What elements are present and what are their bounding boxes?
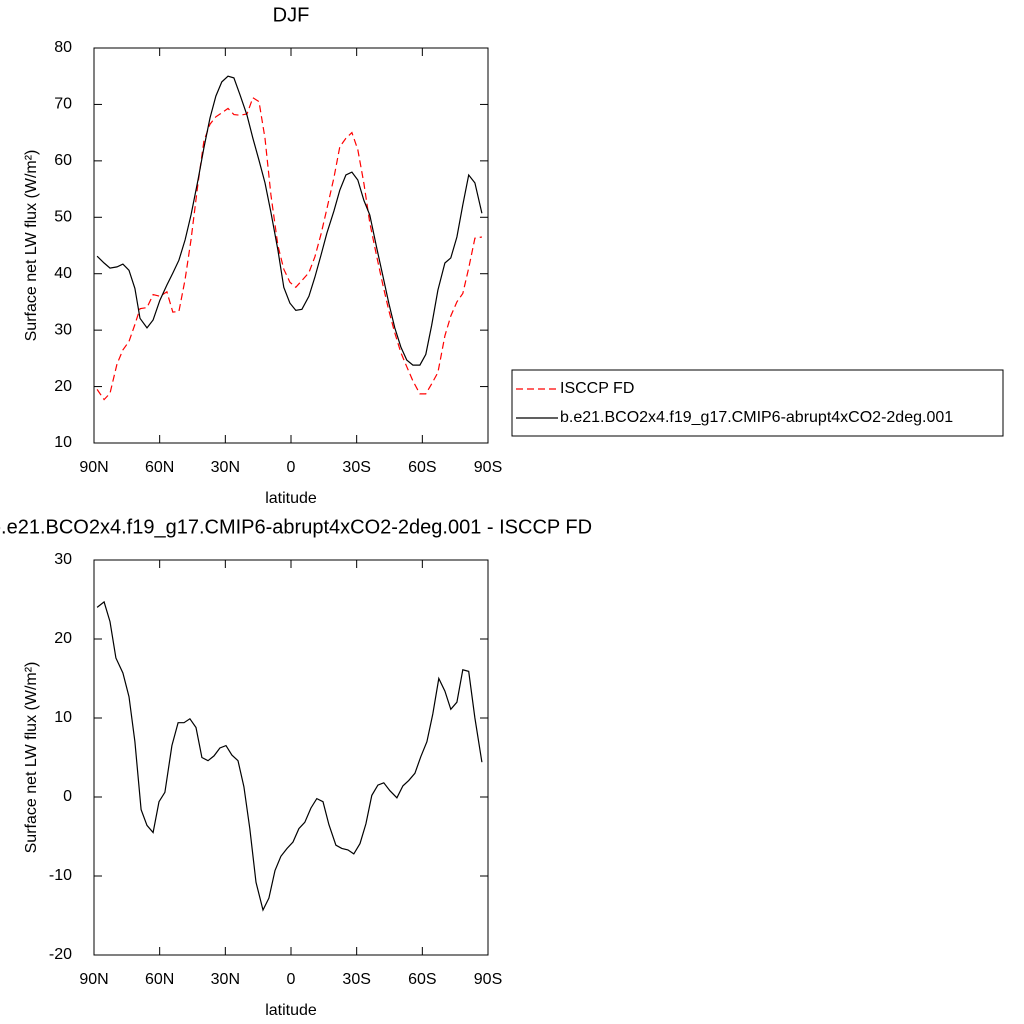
y-tick-label: 30 bbox=[54, 321, 72, 338]
y-tick-label: 10 bbox=[54, 434, 72, 451]
plot-frame bbox=[93, 47, 489, 444]
y-tick-label: 10 bbox=[54, 709, 72, 726]
x-tick-label: 90S bbox=[474, 459, 502, 476]
x-axis-label: latitude bbox=[265, 490, 317, 507]
x-axis-label: latitude bbox=[265, 1002, 317, 1019]
y-tick-label: 60 bbox=[54, 152, 72, 169]
data-line bbox=[96, 96, 483, 401]
y-tick-label: 40 bbox=[54, 265, 72, 282]
y-tick-label: -10 bbox=[49, 867, 72, 884]
plot-frame bbox=[93, 559, 489, 956]
x-tick-label: 90N bbox=[79, 971, 108, 988]
x-tick-label: 30S bbox=[342, 459, 370, 476]
x-tick-label: 0 bbox=[287, 459, 296, 476]
x-tick-label: 60N bbox=[145, 971, 174, 988]
legend-label: ISCCP FD bbox=[560, 380, 634, 397]
y-tick-label: 20 bbox=[54, 378, 72, 395]
y-tick-label: -20 bbox=[49, 946, 72, 963]
data-line bbox=[96, 75, 483, 366]
y-tick-label: 30 bbox=[54, 551, 72, 568]
legend-label: b.e21.BCO2x4.f19_g17.CMIP6-abrupt4xCO2-2… bbox=[560, 409, 953, 426]
x-tick-label: 0 bbox=[287, 971, 296, 988]
x-tick-label: 90N bbox=[79, 459, 108, 476]
x-tick-label: 30N bbox=[211, 971, 240, 988]
x-tick-label: 30N bbox=[211, 459, 240, 476]
x-tick-label: 90S bbox=[474, 971, 502, 988]
y-tick-label: 50 bbox=[54, 209, 72, 226]
chart-title: DJF bbox=[273, 4, 310, 26]
x-tick-label: 30S bbox=[342, 971, 370, 988]
y-axis-label: Surface net LW flux (W/m²) bbox=[23, 150, 40, 342]
chart-title: b.e21.BCO2x4.f19_g17.CMIP6-abrupt4xCO2-2… bbox=[0, 516, 592, 538]
legend-box bbox=[511, 369, 1004, 437]
x-tick-label: 60N bbox=[145, 459, 174, 476]
y-tick-label: 0 bbox=[63, 788, 72, 805]
x-tick-label: 60S bbox=[408, 971, 436, 988]
data-line bbox=[96, 600, 483, 912]
y-axis-label: Surface net LW flux (W/m²) bbox=[23, 662, 40, 854]
y-tick-label: 80 bbox=[54, 39, 72, 56]
y-tick-label: 20 bbox=[54, 630, 72, 647]
y-tick-label: 70 bbox=[54, 96, 72, 113]
x-tick-label: 60S bbox=[408, 459, 436, 476]
